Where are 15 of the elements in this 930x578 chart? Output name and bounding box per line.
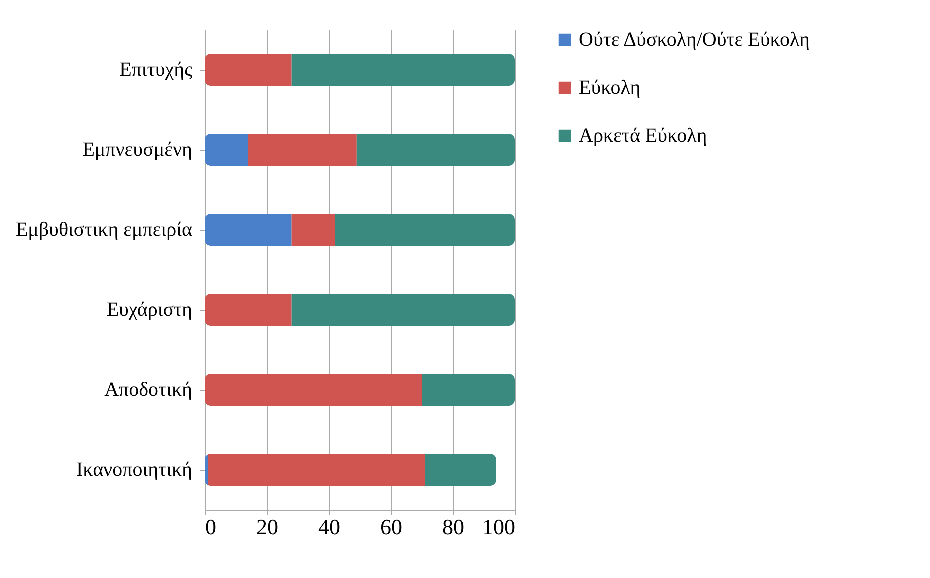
y-tick-label: Επιτυχής	[120, 59, 193, 81]
x-tick-label: 80	[442, 514, 464, 540]
y-tick-label: Αποδοτική	[104, 379, 192, 401]
legend-label: Εύκολη	[579, 77, 641, 99]
x-tick-label: 60	[380, 514, 402, 540]
y-tick-label: Ικανοποιητική	[76, 459, 192, 481]
y-tick-label: Εμβυθιστικη εμπειρία	[16, 219, 194, 241]
x-tick-label: 100	[482, 514, 516, 540]
legend-label: Αρκετά Εύκολη	[579, 125, 708, 147]
y-tick-label: Ευχάριστη	[106, 299, 192, 321]
x-tick-label: 20	[256, 514, 278, 540]
y-tick-label: Εμπνευσμένη	[82, 139, 192, 161]
x-tick-label: 0	[206, 514, 216, 540]
legend-label: Ούτε Δύσκολη/Ούτε Εύκολη	[579, 29, 810, 51]
x-tick-label: 40	[318, 514, 340, 540]
